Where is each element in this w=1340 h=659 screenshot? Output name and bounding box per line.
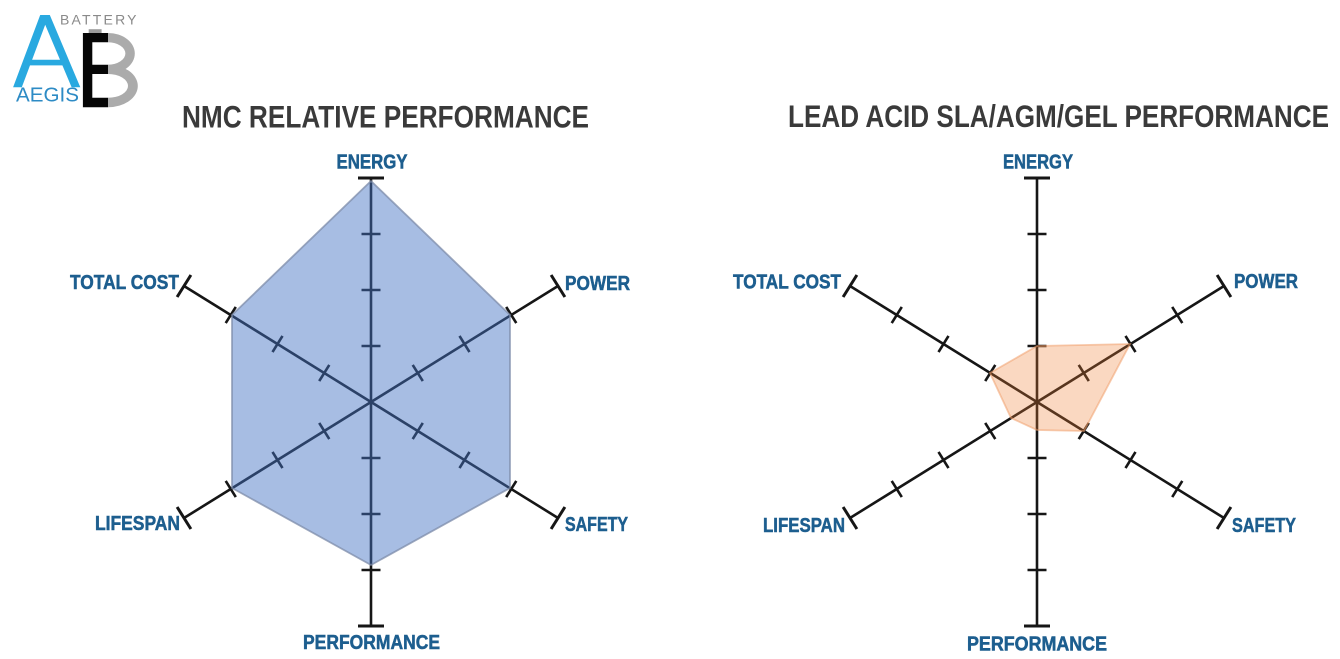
svg-text:LIFESPAN: LIFESPAN <box>95 512 180 535</box>
svg-text:SAFETY: SAFETY <box>565 513 628 536</box>
svg-text:LEAD ACID SLA/AGM/GEL PERFORMA: LEAD ACID SLA/AGM/GEL PERFORMANCE <box>788 98 1329 134</box>
svg-text:NMC RELATIVE PERFORMANCE: NMC RELATIVE PERFORMANCE <box>182 99 589 135</box>
svg-text:PERFORMANCE: PERFORMANCE <box>967 633 1107 656</box>
svg-text:PERFORMANCE: PERFORMANCE <box>303 631 440 654</box>
svg-text:POWER: POWER <box>1234 270 1298 293</box>
svg-text:LIFESPAN: LIFESPAN <box>763 514 845 537</box>
svg-text:ENERGY: ENERGY <box>337 151 408 174</box>
svg-text:SAFETY: SAFETY <box>1232 514 1296 537</box>
svg-text:ENERGY: ENERGY <box>1003 151 1073 174</box>
svg-text:TOTAL COST: TOTAL COST <box>70 271 179 294</box>
svg-text:POWER: POWER <box>565 272 630 295</box>
svg-text:TOTAL COST: TOTAL COST <box>733 271 841 294</box>
svg-text:AEGIS: AEGIS <box>16 83 79 106</box>
svg-text:BATTERY: BATTERY <box>60 12 139 28</box>
